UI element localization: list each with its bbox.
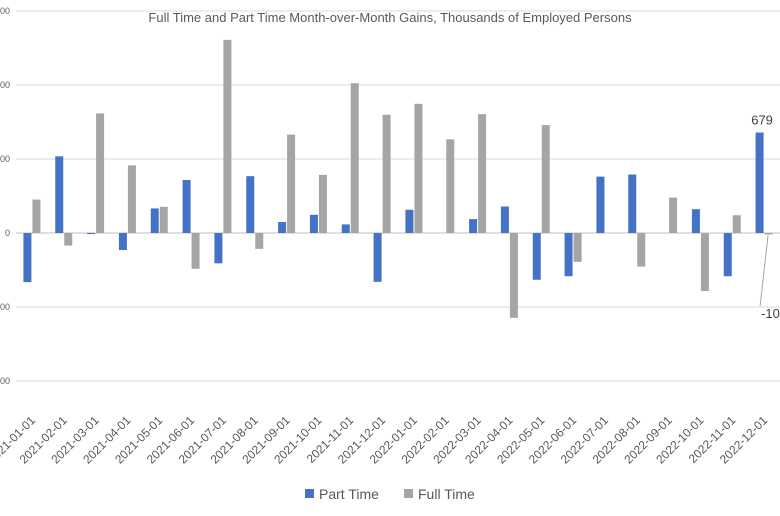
bar-full-time-2021-12-01 bbox=[382, 114, 391, 233]
bar-full-time-2021-07-01 bbox=[223, 39, 232, 233]
data-labels: 679 -10 bbox=[751, 113, 780, 321]
bars bbox=[23, 39, 773, 318]
bar-part-time-2022-10-01 bbox=[691, 209, 700, 233]
bar-part-time-2022-01-01 bbox=[405, 209, 414, 233]
y-tick-label: -500 bbox=[0, 302, 10, 312]
bar-full-time-2021-04-01 bbox=[127, 165, 136, 233]
bar-part-time-2022-03-01 bbox=[469, 219, 478, 233]
bar-full-time-2022-09-01 bbox=[669, 197, 678, 233]
data-label: -10 bbox=[761, 306, 780, 321]
bar-full-time-2022-02-01 bbox=[446, 139, 455, 233]
legend-label: Part Time bbox=[319, 486, 379, 502]
bar-part-time-2022-06-01 bbox=[564, 233, 573, 277]
legend: Part Time Full Time bbox=[305, 486, 475, 502]
bar-full-time-2021-10-01 bbox=[318, 174, 327, 233]
bar-full-time-2022-12-01 bbox=[764, 233, 773, 235]
bar-part-time-2021-03-01 bbox=[87, 233, 96, 234]
bar-part-time-2021-08-01 bbox=[246, 176, 255, 233]
bar-part-time-2021-05-01 bbox=[150, 208, 159, 233]
bar-part-time-2022-07-01 bbox=[596, 176, 605, 233]
legend-label: Full Time bbox=[418, 486, 475, 502]
y-tick-label: 1,000 bbox=[0, 80, 10, 90]
data-label: 679 bbox=[751, 113, 773, 128]
bar-full-time-2022-01-01 bbox=[414, 103, 423, 234]
bar-part-time-2022-12-01 bbox=[755, 132, 764, 233]
legend-swatch bbox=[305, 489, 314, 498]
bar-part-time-2022-04-01 bbox=[500, 206, 509, 233]
bar-full-time-2022-04-01 bbox=[509, 233, 518, 318]
bar-part-time-2021-04-01 bbox=[118, 233, 127, 251]
bar-part-time-2021-01-01 bbox=[23, 233, 32, 283]
bar-full-time-2022-06-01 bbox=[573, 233, 582, 262]
bar-full-time-2021-09-01 bbox=[287, 134, 296, 233]
legend-swatch bbox=[404, 489, 413, 498]
bar-full-time-2021-03-01 bbox=[96, 113, 105, 233]
gridlines bbox=[16, 10, 780, 382]
bar-part-time-2022-05-01 bbox=[532, 233, 541, 280]
bar-part-time-2022-08-01 bbox=[628, 174, 637, 233]
y-tick-label: -1,000 bbox=[0, 376, 10, 386]
bar-full-time-2022-10-01 bbox=[700, 233, 709, 292]
bar-part-time-2021-11-01 bbox=[341, 224, 350, 233]
x-axis-ticks: 2021-01-012021-02-012021-03-012021-04-01… bbox=[0, 413, 770, 467]
bar-part-time-2021-06-01 bbox=[182, 180, 191, 233]
bar-full-time-2022-11-01 bbox=[732, 215, 741, 233]
bar-part-time-2021-10-01 bbox=[309, 214, 318, 233]
bar-full-time-2021-11-01 bbox=[350, 83, 359, 233]
bar-part-time-2021-02-01 bbox=[55, 156, 64, 233]
bar-full-time-2022-03-01 bbox=[478, 114, 487, 233]
y-tick-label: 0 bbox=[5, 228, 10, 238]
bar-full-time-2022-08-01 bbox=[637, 233, 646, 267]
data-label-leader bbox=[759, 234, 769, 307]
bar-full-time-2021-06-01 bbox=[191, 233, 200, 269]
bar-part-time-2022-11-01 bbox=[723, 233, 732, 277]
chart-title: Full Time and Part Time Month-over-Month… bbox=[148, 10, 632, 25]
bar-full-time-2021-05-01 bbox=[159, 206, 168, 233]
bar-full-time-2021-01-01 bbox=[32, 199, 41, 233]
bar-full-time-2022-05-01 bbox=[541, 125, 550, 233]
bar-full-time-2021-08-01 bbox=[255, 233, 264, 249]
bar-part-time-2021-07-01 bbox=[214, 233, 223, 264]
bar-full-time-2021-02-01 bbox=[64, 233, 73, 246]
bar-part-time-2021-09-01 bbox=[278, 222, 287, 233]
bar-part-time-2021-12-01 bbox=[373, 233, 382, 282]
y-axis-ticks: -1,000 -500 0 500 1,000 1,500 bbox=[0, 6, 10, 386]
y-tick-label: 500 bbox=[0, 154, 10, 164]
y-tick-label: 1,500 bbox=[0, 6, 10, 16]
